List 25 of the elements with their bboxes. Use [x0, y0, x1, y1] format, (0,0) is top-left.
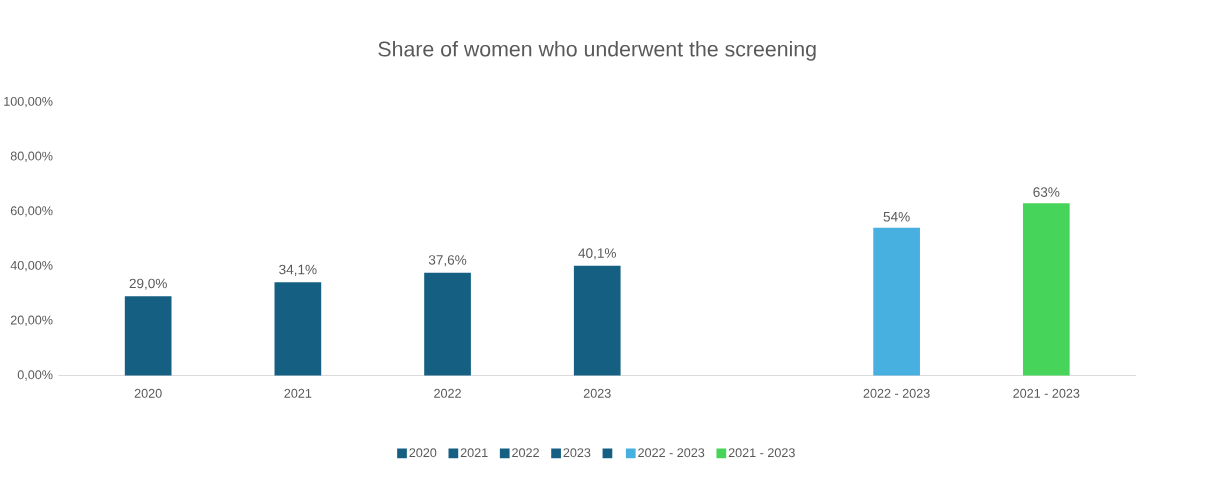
y-tick-label: 60,00%: [10, 206, 53, 217]
data-label: 34,1%: [279, 264, 317, 277]
data-label: 40,1%: [578, 248, 616, 260]
y-tick-label: 100,00%: [4, 97, 53, 108]
data-label: 54%: [883, 212, 910, 222]
x-tick-label: 2022 - 2023: [863, 389, 930, 398]
legend-label: 2022 - 2023: [638, 448, 705, 458]
legend-label: 2022: [512, 448, 539, 458]
y-tick-label: 40,00%: [10, 261, 53, 272]
y-tick-label: 20,00%: [10, 315, 53, 327]
y-tick-label: 80,00%: [10, 151, 53, 163]
data-label: 29,0%: [129, 278, 167, 291]
legend-label: 2021: [460, 448, 488, 458]
chart-title: Share of women who underwent the screening: [378, 41, 816, 62]
x-tick-label: 2021 - 2023: [1013, 389, 1080, 398]
data-label: 37,6%: [428, 255, 467, 267]
x-tick-label: 2023: [583, 389, 611, 398]
legend-label: 2023: [563, 448, 591, 458]
data-label: 63%: [1033, 187, 1060, 198]
x-tick-label: 2022: [434, 389, 461, 398]
legend-label: 2021 - 2023: [728, 448, 795, 458]
y-tick-label: 0,00%: [17, 370, 53, 381]
legend-label: 2020: [409, 448, 437, 458]
x-tick-label: 2021: [284, 389, 312, 398]
x-tick-label: 2020: [134, 389, 162, 398]
